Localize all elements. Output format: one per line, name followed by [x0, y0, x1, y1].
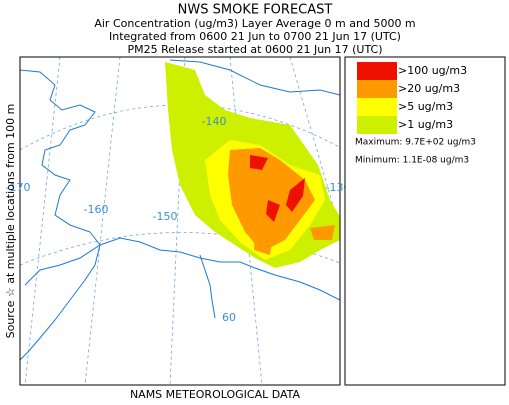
- smoke-area: [254, 225, 335, 255]
- map: -170 -160 -150 -140 -130 60: [6, 56, 351, 386]
- smoke-area: [250, 155, 305, 222]
- legend: >100 ug/m3 >20 ug/m3 >5 ug/m3 >1 ug/m3 Maxim…: [344, 56, 506, 386]
- source-label: Source ☆ at multiple locations from 100 …: [4, 104, 17, 339]
- graticule-label: -140: [202, 115, 227, 128]
- graticule-label: -130: [326, 181, 351, 194]
- legend-label: >20 ug/m3: [398, 82, 460, 95]
- legend-swatch: [357, 62, 397, 80]
- graticule: [24, 57, 61, 385]
- footer: NAMS METEOROLOGICAL DATA: [130, 388, 301, 401]
- graticule-label: -160: [84, 203, 109, 216]
- legend-label: >100 ug/m3: [398, 64, 467, 77]
- subtitle: Air Concentration (ug/m3) Layer Average …: [94, 17, 415, 30]
- graticule-label: 60: [222, 311, 236, 324]
- smoke-area: [228, 148, 315, 252]
- legend-label: >1 ug/m3: [398, 118, 453, 131]
- legend-swatch: [357, 80, 397, 98]
- title: NWS SMOKE FORECAST: [178, 3, 333, 18]
- legend-swatch: [357, 116, 397, 134]
- graticule-label: -170: [6, 181, 31, 194]
- legend-label: >5 ug/m3: [398, 100, 453, 113]
- graticule: [289, 57, 340, 231]
- legend-maximum: Maximum: 9.7E+02 ug/m3: [355, 138, 476, 148]
- coastline: [20, 244, 101, 361]
- subtitle: PM25 Release started at 0600 21 Jun 17 (…: [127, 43, 382, 56]
- graticule-label: -150: [153, 210, 178, 223]
- coastline: [169, 59, 340, 96]
- coastline: [199, 254, 216, 319]
- subtitle: Integrated from 0600 21 Jun to 0700 21 J…: [109, 30, 401, 43]
- legend-minimum: Minimum: 1.1E-08 ug/m3: [355, 156, 469, 166]
- graticule: [84, 57, 121, 385]
- map-frame: [19, 56, 341, 386]
- legend-swatch: [357, 98, 397, 116]
- coastline: [99, 237, 340, 301]
- coastline: [20, 69, 101, 286]
- graticule: [20, 232, 340, 266]
